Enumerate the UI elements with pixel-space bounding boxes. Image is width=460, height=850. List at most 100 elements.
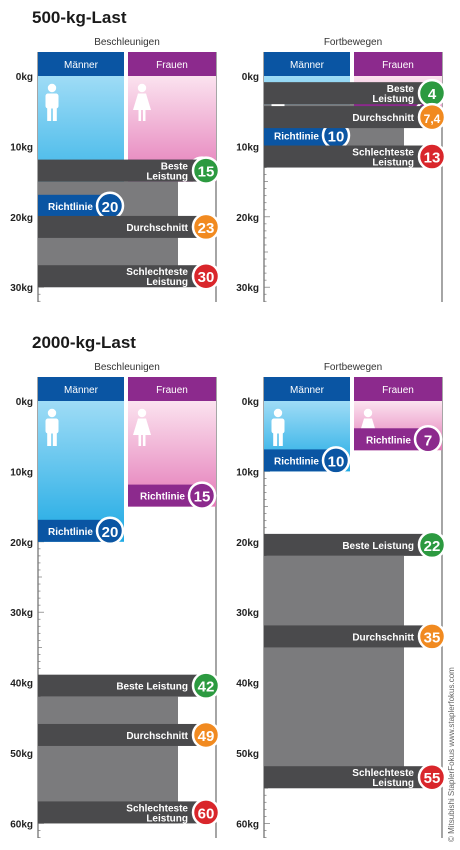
tick-label: 30kg [10,283,33,294]
performance-label: Durchschnitt [352,632,414,643]
performance-badge [191,212,221,242]
men-guideline-badge [321,446,351,475]
performance-bar [38,265,206,288]
performance-label: Beste [387,84,415,95]
women-guideline-label: Richtlinie [366,435,411,446]
performance-value: 55 [424,770,441,787]
performance-bar [38,674,206,697]
performance-value: 42 [198,679,215,696]
performance-label: Leistung [146,172,188,183]
performance-badge [417,102,447,132]
performance-value: 35 [424,629,441,646]
tick-label: 50kg [10,749,33,760]
performance-badge [191,261,221,291]
performance-label: Schlechteste [352,148,414,159]
women-guideline-bar [128,484,202,507]
men-guideline-bar [38,519,110,542]
men-guideline-label: Richtlinie [48,527,93,538]
performance-value: 7,4 [424,112,441,126]
performance-value: 30 [198,269,215,286]
performance-badge [191,720,221,750]
men-guideline-bar [38,194,110,217]
men-guideline-bar [264,124,336,147]
performance-label: Durchschnitt [126,223,188,234]
men-guideline-label: Richtlinie [48,202,93,213]
performance-value: 49 [198,728,215,745]
women-guideline-badge [413,425,443,454]
header-women-label: Frauen [156,385,188,396]
women-guideline-value: 15 [194,489,211,506]
tick-label: 60kg [236,819,259,830]
panel-subtitle: Beschleunigen [94,37,160,48]
section-title: 2000-kg-Last [32,333,136,352]
header-women-label: Frauen [382,385,414,396]
performance-label: Leistung [146,277,188,288]
tick-label: 20kg [10,538,33,549]
tick-label: 30kg [236,608,259,619]
performance-label: Beste Leistung [342,541,414,552]
performance-bar [264,82,432,105]
men-guideline-bar [264,449,336,472]
tick-label: 0kg [242,72,259,83]
tick-label: 60kg [10,819,33,830]
performance-badge [191,671,221,700]
men-guideline-label: Richtlinie [274,456,319,467]
performance-value: 23 [198,220,215,237]
performance-bar [38,215,206,238]
performance-label: Beste [161,162,189,173]
performance-label: Leistung [372,158,414,169]
tick-label: 20kg [236,538,259,549]
performance-bar [264,106,432,129]
section-title: 500-kg-Last [32,8,127,27]
tick-label: 50kg [236,749,259,760]
performance-label: Leistung [372,94,414,105]
tick-label: 0kg [242,397,259,408]
men-guideline-badge [95,516,125,546]
panel-subtitle: Beschleunigen [94,362,160,373]
tick-label: 10kg [10,142,33,153]
tick-label: 20kg [236,213,259,224]
performance-badge [417,530,447,560]
women-guideline-value: 7 [424,432,432,449]
women-guideline-badge [187,481,217,510]
performance-bar [264,145,432,168]
performance-label: Schlechteste [126,267,188,278]
performance-label: Leistung [146,813,188,824]
performance-value: 13 [424,150,441,167]
header-women-label: Frauen [382,60,414,71]
performance-bar [38,801,206,824]
panel-subtitle: Fortbewegen [324,37,382,48]
performance-label: Schlechteste [126,803,188,814]
women-guideline-bar [354,428,428,451]
panel-fortbewegen: Fortbewegen 0kg 10kg 20kg 30kg 40kg 50kg 60kg Mä… [236,362,447,838]
performance-value: 22 [424,538,441,555]
header-men-label: Männer [290,385,325,396]
header-men-label: Männer [64,385,99,396]
performance-value: 4 [428,86,437,103]
header-men [38,52,124,76]
panel-beschleunigen: Beschleunigen 0kg 10kg 20kg 30kg 40kg 50kg 60kg… [10,362,221,838]
header-men-label: Männer [290,60,325,71]
tick-label: 10kg [10,467,33,478]
tick-label: 0kg [16,72,33,83]
performance-label: Durchschnitt [352,113,414,124]
header-men [264,377,350,401]
men-guideline-label: Richtlinie [274,131,319,142]
panel-beschleunigen: Beschleunigen 0kg 10kg 20kg 30kg Männer Frauen… [10,37,221,302]
men-guideline-value: 10 [328,128,345,145]
header-women [354,52,442,76]
header-men-label: Männer [64,60,99,71]
performance-badge [191,798,221,827]
performance-value: 15 [198,164,215,181]
range-band [264,555,404,789]
header-women-label: Frauen [156,60,188,71]
performance-bar [38,723,206,746]
copyright-credit: © Mitsubishi StaplerFokus www.staplerfok… [447,667,456,842]
performance-badge [417,142,447,171]
header-women [128,377,216,401]
tick-label: 30kg [10,608,33,619]
panel-subtitle: Fortbewegen [324,362,382,373]
header-women [354,377,442,401]
performance-label: Leistung [372,778,414,789]
performance-badge [417,622,447,651]
